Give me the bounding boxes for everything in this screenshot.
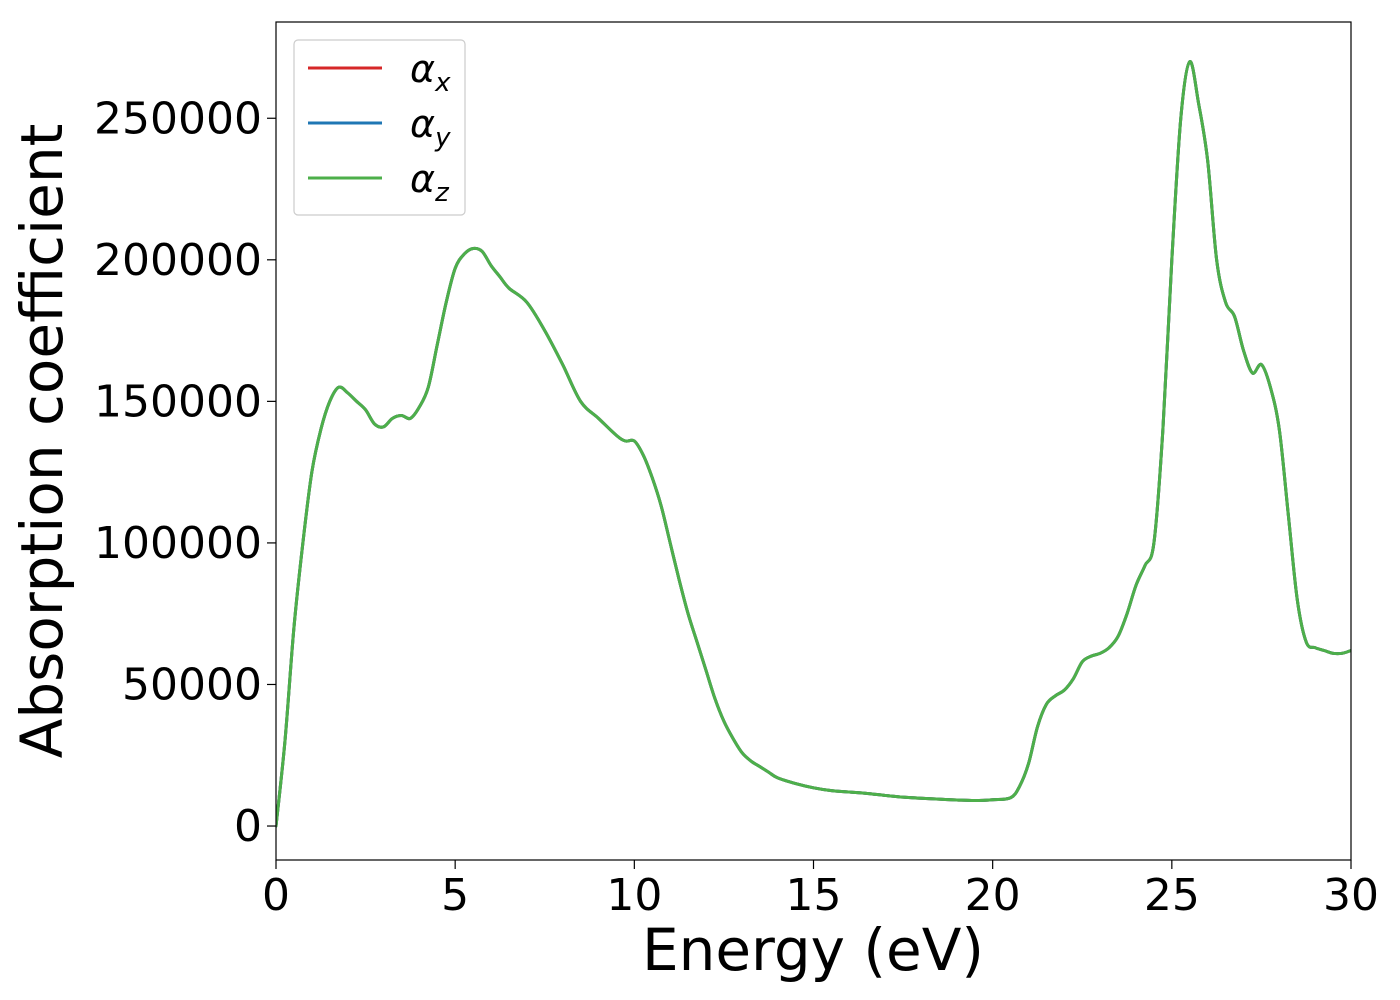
y-axis: 0 50000 100000 150000 200000 250000 [94,93,276,852]
legend-label: αy [410,102,451,153]
x-axis: 0 5 10 15 20 25 30 [262,860,1379,921]
y-tick-label: 150000 [94,376,262,427]
y-tick-label: 100000 [94,518,262,569]
series-layer [276,60,1351,828]
x-axis-label: Energy (eV) [642,916,984,984]
legend-box [293,39,466,216]
y-tick-label: 250000 [94,93,262,144]
y-tick-label: 200000 [94,235,262,286]
y-axis-label: Absorption coefficient [8,124,76,759]
series-line-3 [276,60,1351,828]
x-tick-label: 5 [441,870,469,921]
legend-label: αx [410,47,451,98]
x-tick-label: 15 [786,870,842,921]
x-tick-label: 25 [1144,870,1200,921]
x-tick-label: 10 [606,870,662,921]
x-tick-label: 30 [1323,870,1379,921]
legend-label: αz [410,157,450,208]
x-tick-label: 0 [262,870,290,921]
y-tick-label: 50000 [122,659,262,710]
x-tick-label: 20 [965,870,1021,921]
y-tick-label: 0 [234,801,262,852]
